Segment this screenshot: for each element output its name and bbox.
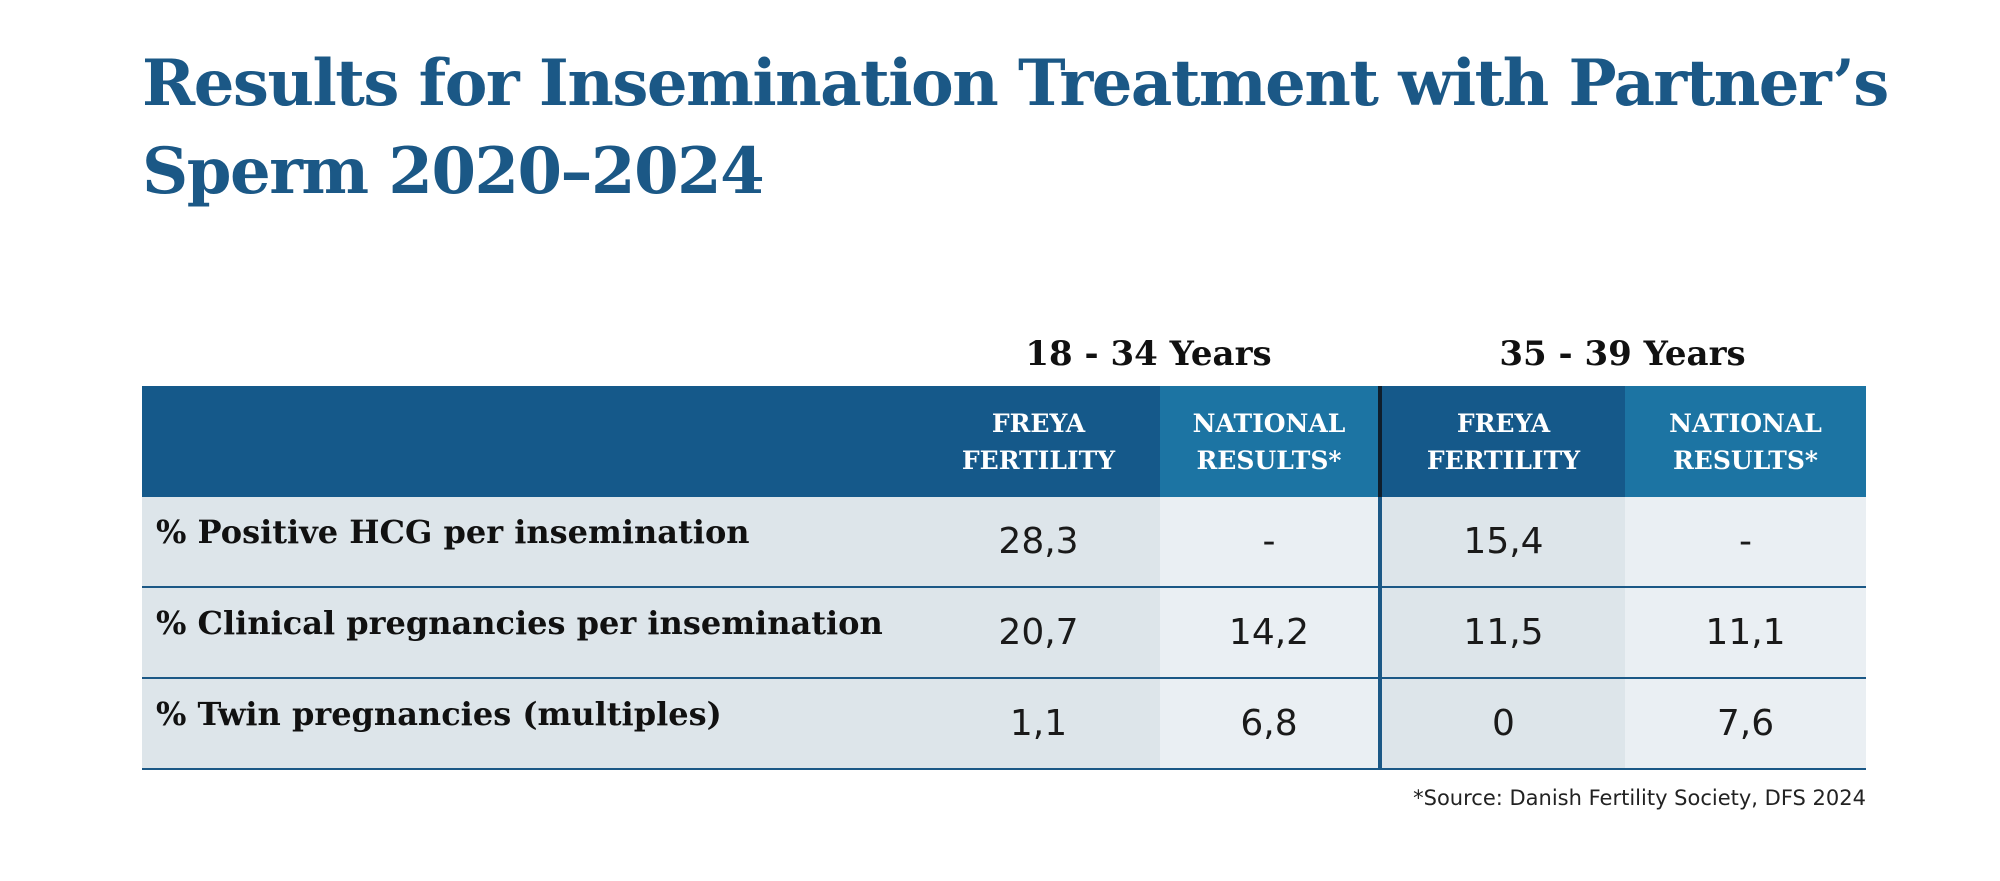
cell-freya-18-34: 1,1 (917, 678, 1160, 770)
header-text: FREYA (991, 408, 1086, 438)
results-table: FREYA FERTILITY NATIONAL RESULTS* FREYA … (142, 386, 1866, 770)
header-text: FREYA (1456, 408, 1551, 438)
row-label: % Positive HCG per insemination (142, 497, 917, 588)
header-text: RESULTS* (1673, 445, 1818, 475)
header-text: NATIONAL (1192, 408, 1346, 438)
results-table-container: FREYA FERTILITY NATIONAL RESULTS* FREYA … (142, 386, 1866, 770)
cell-national-18-34: 14,2 (1160, 587, 1380, 679)
header-freya-fertility-35-39: FREYA FERTILITY (1378, 386, 1625, 497)
cell-freya-35-39: 0 (1378, 678, 1625, 770)
age-group-18-34-label: 18 - 34 Years (1025, 334, 1272, 374)
table-header-row: FREYA FERTILITY NATIONAL RESULTS* FREYA … (142, 386, 1866, 497)
header-text: FERTILITY (961, 445, 1116, 475)
header-text: FERTILITY (1426, 445, 1581, 475)
cell-national-18-34: - (1160, 497, 1380, 588)
header-national-results-18-34: NATIONAL RESULTS* (1160, 386, 1380, 497)
cell-freya-18-34: 28,3 (917, 497, 1160, 588)
header-blank-cell (142, 386, 917, 497)
page-title: Results for Insemination Treatment with … (142, 46, 1889, 209)
cell-freya-35-39: 15,4 (1378, 497, 1625, 588)
cell-freya-35-39: 11,5 (1378, 587, 1625, 679)
cell-national-35-39: 7,6 (1625, 678, 1866, 770)
header-text: RESULTS* (1196, 445, 1342, 475)
cell-freya-18-34: 20,7 (917, 587, 1160, 679)
age-group-35-39-label: 35 - 39 Years (1499, 334, 1746, 374)
table-row: % Positive HCG per insemination 28,3 - 1… (142, 497, 1866, 588)
header-freya-fertility-18-34: FREYA FERTILITY (917, 386, 1160, 497)
table-row: % Twin pregnancies (multiples) 1,1 6,8 0… (142, 678, 1866, 770)
cell-national-18-34: 6,8 (1160, 678, 1380, 770)
header-national-results-35-39: NATIONAL RESULTS* (1625, 386, 1866, 497)
row-label: % Twin pregnancies (multiples) (142, 678, 917, 770)
cell-national-35-39: - (1625, 497, 1866, 588)
source-footnote: *Source: Danish Fertility Society, DFS 2… (1413, 786, 1866, 810)
table-row: % Clinical pregnancies per insemination … (142, 587, 1866, 679)
cell-national-35-39: 11,1 (1625, 587, 1866, 679)
header-text: NATIONAL (1669, 408, 1822, 438)
row-label: % Clinical pregnancies per insemination (142, 587, 917, 679)
